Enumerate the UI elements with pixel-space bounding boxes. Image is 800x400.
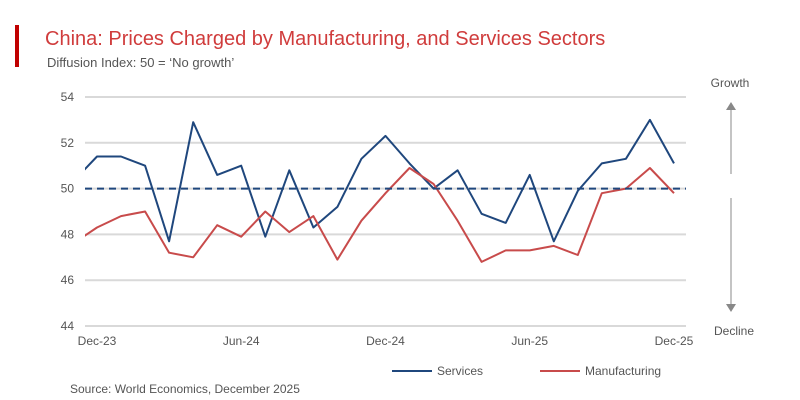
y-tick-label: 52 xyxy=(61,136,75,150)
decline-arrow-icon xyxy=(726,198,736,312)
growth-arrow-icon xyxy=(726,102,736,174)
x-tick-label: Jun-24 xyxy=(223,334,260,348)
y-tick-label: 46 xyxy=(61,273,75,287)
series-line-services xyxy=(85,118,675,243)
x-tick-label: Dec-24 xyxy=(366,334,405,348)
title-accent-bar xyxy=(15,25,19,67)
legend: Services Manufacturing xyxy=(392,364,661,378)
y-tick-label: 50 xyxy=(61,182,75,196)
decline-label: Decline xyxy=(714,324,754,338)
x-tick-label: Jun-25 xyxy=(511,334,548,348)
legend-label-services: Services xyxy=(437,364,483,378)
y-tick-label: 54 xyxy=(61,90,75,104)
growth-label: Growth xyxy=(711,76,750,90)
x-tick-label: Dec-25 xyxy=(655,334,694,348)
legend-label-manufacturing: Manufacturing xyxy=(585,364,661,378)
chart-subtitle: Diffusion Index: 50 = ‘No growth’ xyxy=(47,55,235,70)
series-line-manufacturing xyxy=(85,167,675,263)
y-tick-label: 48 xyxy=(61,227,75,241)
y-tick-label: 44 xyxy=(61,319,75,333)
source-note: Source: World Economics, December 2025 xyxy=(70,382,300,396)
x-tick-label: Dec-23 xyxy=(78,334,117,348)
chart-title: China: Prices Charged by Manufacturing, … xyxy=(45,28,606,50)
